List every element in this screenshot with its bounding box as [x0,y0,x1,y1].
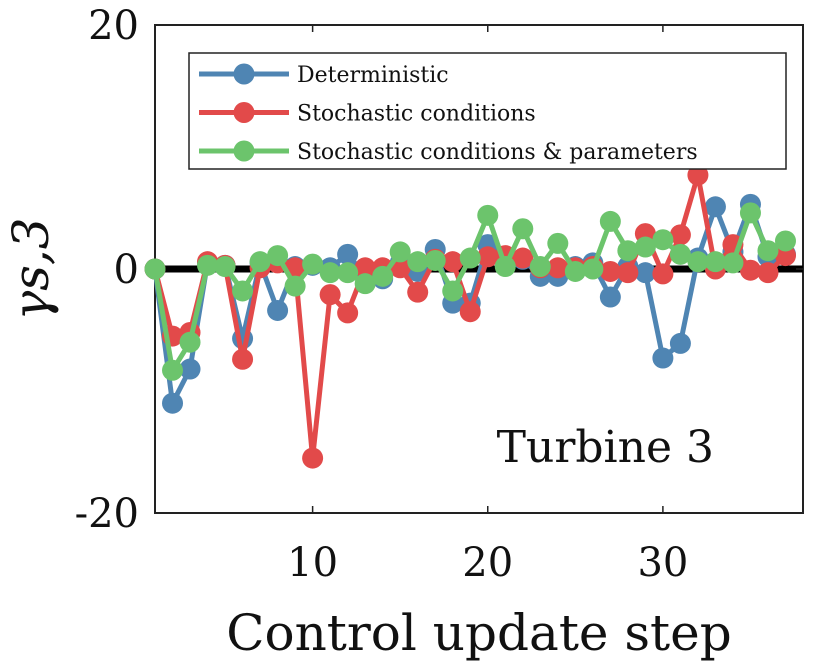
turbine-annotation: Turbine 3 [497,422,714,473]
data-point [144,258,166,280]
data-point [652,263,674,285]
x-axis-title: Control update step [226,604,732,662]
legend-label: Deterministic [297,63,449,88]
data-point [652,347,674,369]
data-point [599,260,621,282]
data-point [687,251,709,273]
data-point [232,348,254,370]
legend-item: Stochastic conditions & parameters [199,140,698,165]
x-tick-label: 30 [637,540,688,586]
data-point [529,256,551,278]
data-point [337,302,359,324]
data-point [267,299,289,321]
data-point [722,252,744,274]
data-point [389,241,411,263]
data-point [319,262,341,284]
data-point [617,262,639,284]
data-point [494,256,516,278]
data-point [757,262,779,284]
data-point [739,202,761,224]
series-3 [144,202,796,381]
y-tick-label: 20 [88,3,139,49]
data-point [407,281,429,303]
axis-ticks: 10 20 30 -20 0 20 [75,3,803,586]
data-point [337,262,359,284]
data-point [232,280,254,302]
data-point [774,245,796,267]
data-point [564,260,586,282]
data-point [424,249,446,271]
legend-label: Stochastic conditions & parameters [297,140,698,165]
data-point [162,392,184,414]
series-layer [144,164,796,469]
data-point [512,247,534,269]
data-point [634,236,656,258]
data-point [512,218,534,240]
data-point [477,204,499,226]
data-point [197,254,219,276]
y-tick-label: 0 [114,247,139,293]
data-point [407,251,429,273]
data-point [459,247,481,269]
data-point [249,251,271,273]
legend: Deterministic Stochastic conditions Stocha… [188,52,787,170]
legend-swatch-marker [233,140,255,162]
data-point [599,210,621,232]
data-point [704,251,726,273]
legend-swatch-marker [233,63,255,85]
legend-item: Stochastic conditions [199,102,536,127]
data-point [354,273,376,295]
data-point [302,447,324,469]
data-point [739,259,761,281]
data-point [302,253,324,275]
data-point [669,332,691,354]
data-point [442,280,464,302]
data-point [354,257,376,279]
data-point [547,232,569,254]
data-point [634,262,656,284]
data-point [442,251,464,273]
data-point [669,224,691,246]
legend-swatch-marker [233,102,255,123]
data-point [284,275,306,297]
data-point [582,258,604,280]
x-tick-label: 20 [462,540,513,586]
data-point [652,229,674,251]
data-point [617,240,639,262]
data-point [372,265,394,287]
data-point [687,164,709,186]
data-point [599,286,621,308]
data-point [477,246,499,268]
data-point [319,284,341,306]
data-point [267,245,289,267]
legend-item: Deterministic [199,63,449,88]
data-point [337,243,359,265]
data-point [179,358,201,380]
legend-label: Stochastic conditions [297,102,536,127]
data-point [547,257,569,279]
data-point [214,256,236,278]
data-point [704,196,726,218]
y-tick-label: -20 [75,491,139,537]
data-point [162,359,184,381]
data-point [757,240,779,262]
data-point [459,301,481,323]
data-point [179,331,201,353]
data-point [669,243,691,265]
y-axis-title: γs,3 [2,217,60,320]
x-tick-label: 10 [287,540,338,586]
data-point [774,230,796,252]
